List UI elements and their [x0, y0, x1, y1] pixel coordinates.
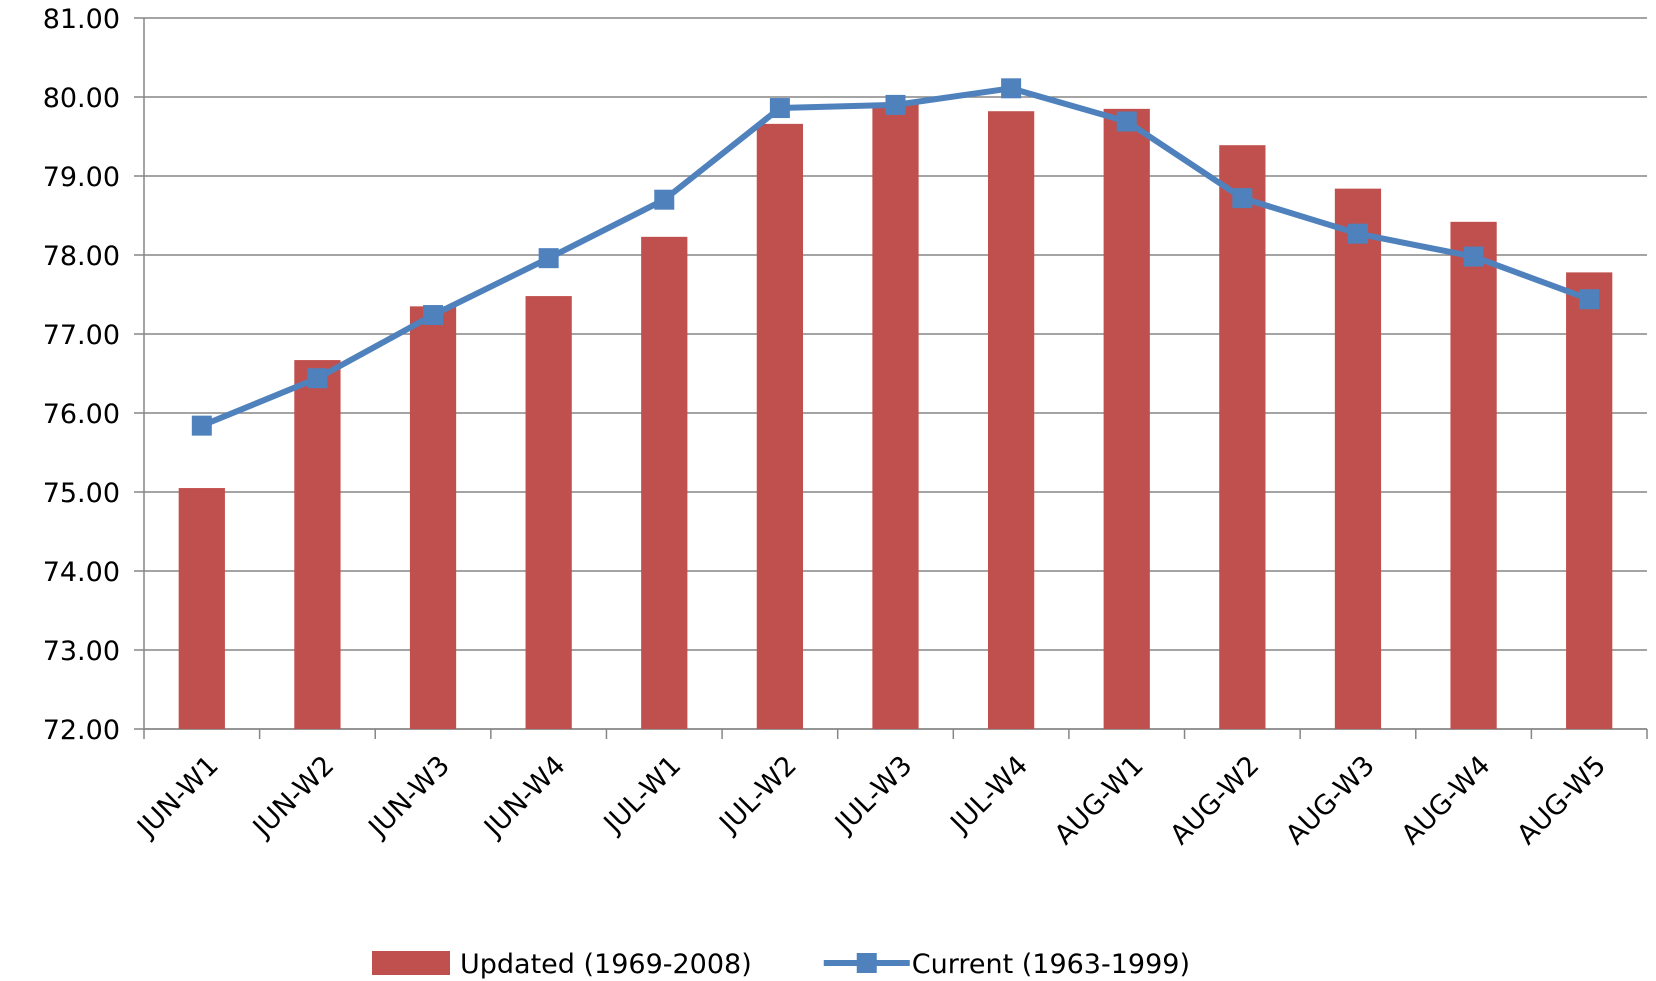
y-tick-label: 73.00	[43, 636, 120, 667]
y-tick-label: 81.00	[43, 4, 120, 35]
legend-label: Current (1963-1999)	[912, 949, 1190, 980]
x-tick-label: AUG-W1	[1049, 750, 1150, 851]
line-marker	[885, 94, 906, 115]
legend-label: Updated (1969-2008)	[460, 949, 752, 980]
line-marker	[538, 248, 559, 269]
line-marker	[1463, 246, 1484, 267]
legend-swatch	[372, 951, 450, 975]
bar	[178, 488, 225, 729]
x-tick-label: JUL-W2	[712, 750, 802, 840]
y-tick-label: 76.00	[43, 399, 120, 430]
y-tick-label: 77.00	[43, 320, 120, 351]
bar	[756, 123, 804, 730]
bar	[409, 306, 457, 729]
y-tick-label: 78.00	[43, 241, 120, 272]
x-tick-label: JUL-W4	[944, 750, 1034, 840]
y-tick-label: 72.00	[43, 715, 120, 746]
bar	[872, 102, 919, 729]
x-tick-label: JUL-W3	[828, 750, 918, 840]
x-tick-label: JUN-W4	[477, 750, 571, 844]
x-tick-label: JUN-W1	[130, 750, 224, 844]
bar	[1450, 221, 1497, 729]
x-tick-label: JUN-W2	[246, 750, 340, 844]
line-marker	[191, 415, 212, 436]
bar	[641, 236, 688, 729]
x-tick-label: AUG-W4	[1396, 750, 1497, 851]
y-tick-label: 74.00	[43, 557, 120, 588]
bar	[525, 296, 572, 729]
legend-swatch	[856, 953, 877, 973]
line-marker	[1579, 289, 1600, 310]
y-tick-label: 79.00	[43, 162, 120, 193]
line-marker	[1347, 223, 1368, 244]
y-tick-label: 75.00	[43, 478, 120, 509]
x-tick-label: JUN-W3	[362, 750, 456, 844]
line-marker	[423, 305, 444, 326]
bar	[294, 360, 341, 729]
bar	[1566, 272, 1613, 729]
x-tick-label: AUG-W2	[1164, 750, 1265, 851]
line-marker	[769, 98, 790, 119]
x-tick-label: AUG-W3	[1280, 750, 1381, 851]
y-tick-label: 80.00	[43, 83, 120, 114]
line-marker	[1116, 111, 1137, 132]
line-marker	[307, 368, 328, 389]
x-tick-label: JUL-W1	[597, 750, 687, 840]
bar	[1334, 188, 1382, 729]
bar	[987, 111, 1035, 730]
line-marker	[1232, 188, 1253, 209]
bar	[1219, 145, 1266, 729]
x-tick-label: AUG-W5	[1511, 750, 1612, 851]
line-marker	[654, 189, 675, 210]
line-marker	[1001, 78, 1022, 99]
bar	[1103, 108, 1150, 730]
